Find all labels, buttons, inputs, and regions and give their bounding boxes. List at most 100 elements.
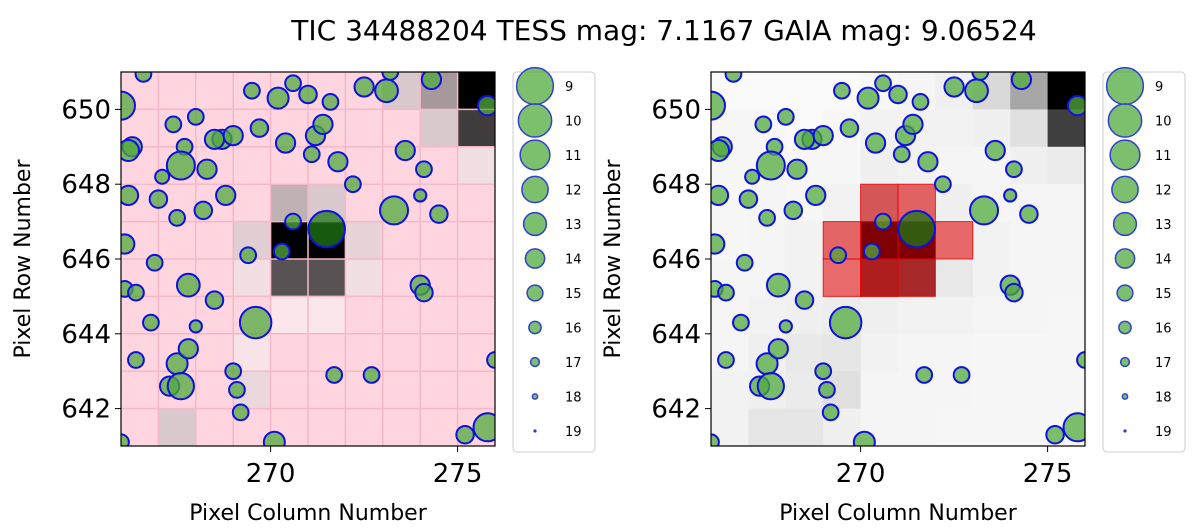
star-marker: [415, 160, 433, 179]
star-marker: [148, 189, 169, 209]
legend-marker: [526, 284, 544, 302]
pixel-cell: [935, 109, 974, 148]
star-marker: [325, 366, 344, 384]
pixel-cell: [270, 146, 309, 185]
pixel-cell: [345, 259, 384, 297]
legend-label: 12: [565, 184, 582, 199]
star-marker: [805, 184, 827, 207]
star-marker: [776, 108, 795, 126]
aperture-pixel: [897, 258, 936, 297]
star-marker: [874, 74, 892, 93]
star-marker: [934, 175, 952, 194]
pixel-cell: [345, 221, 384, 260]
star-marker: [828, 305, 863, 340]
star-marker: [381, 72, 400, 81]
star-marker: [711, 233, 726, 255]
legend-marker: [1109, 139, 1141, 171]
legend-marker: [1123, 429, 1127, 433]
star-marker: [1005, 160, 1023, 179]
star-marker: [272, 242, 291, 261]
star-marker: [284, 212, 302, 231]
pixel-cell: [382, 221, 421, 260]
star-marker: [476, 95, 495, 117]
star-marker: [862, 242, 881, 261]
star-marker: [298, 84, 318, 105]
star-marker: [1045, 425, 1065, 445]
star-marker: [154, 168, 171, 185]
pixel-cell: [158, 72, 197, 110]
star-marker: [204, 290, 225, 310]
pixel-cell: [382, 371, 421, 410]
star-marker: [969, 195, 1000, 226]
legend-marker: [1107, 103, 1143, 138]
star-marker: [327, 151, 349, 173]
legend-label: 15: [565, 287, 582, 302]
star-marker: [735, 253, 754, 272]
star-marker: [724, 72, 743, 83]
star-marker: [455, 425, 475, 445]
star-marker: [262, 430, 286, 446]
target-star: [897, 209, 936, 249]
legend-label: 9: [565, 80, 573, 95]
target-star: [307, 209, 346, 249]
pixel-cell: [1047, 146, 1085, 185]
legend-label: 17: [565, 356, 582, 371]
star-marker: [142, 313, 160, 332]
pixel-cell: [345, 333, 384, 372]
pixel-cell: [1010, 221, 1049, 260]
star-marker: [888, 84, 908, 105]
pixel-cell: [270, 259, 309, 297]
star-marker: [374, 78, 399, 104]
star-marker: [145, 253, 164, 272]
star-marker: [1066, 95, 1085, 117]
x-tick-label: 275: [433, 459, 483, 489]
star-marker: [413, 188, 428, 203]
star-marker: [121, 90, 136, 121]
star-marker: [917, 151, 939, 173]
star-marker: [224, 362, 243, 381]
legend-label: 13: [565, 218, 582, 233]
star-marker: [175, 272, 201, 298]
y-tick-label: 648: [61, 170, 111, 200]
pixel-cell: [420, 221, 459, 260]
star-marker: [168, 208, 186, 227]
x-tick-label: 270: [246, 459, 296, 489]
star-marker: [420, 72, 443, 91]
legend-marker: [1105, 66, 1145, 106]
pixel-cell: [345, 296, 384, 335]
legend-label: 17: [1155, 356, 1172, 371]
star-marker: [215, 184, 237, 207]
pixel-cell: [785, 408, 824, 446]
pixel-cell: [972, 371, 1011, 410]
legend-marker: [524, 248, 546, 269]
legend-marker: [1114, 248, 1136, 269]
star-marker: [964, 78, 989, 104]
star-marker: [134, 72, 153, 83]
pixel-cell: [823, 184, 862, 223]
y-tick-label: 650: [651, 95, 701, 125]
star-marker: [362, 366, 381, 384]
pixel-cell: [1010, 333, 1049, 372]
star-marker: [353, 76, 375, 98]
pixel-cell: [935, 259, 974, 297]
pixel-cell: [233, 259, 272, 297]
star-marker: [193, 200, 214, 221]
pixel-cell: [308, 408, 346, 446]
star-marker: [902, 113, 924, 135]
pixel-cell: [1010, 371, 1049, 410]
star-marker: [812, 124, 834, 147]
pixel-cell: [121, 371, 159, 410]
left-y-ticks: 642 644 646 648 650: [61, 95, 121, 425]
star-marker: [414, 282, 434, 303]
aperture-pixel: [860, 258, 899, 297]
legend-marker: [1116, 284, 1134, 302]
star-marker: [911, 93, 930, 111]
star-marker: [767, 338, 789, 360]
pixel-cell: [972, 296, 1011, 335]
legend-marker: [515, 66, 555, 106]
star-marker: [222, 124, 244, 147]
pixel-cell: [420, 333, 459, 372]
pixel-cell: [457, 259, 495, 297]
pixel-cell: [1047, 371, 1085, 410]
pixel-cell: [860, 296, 899, 335]
